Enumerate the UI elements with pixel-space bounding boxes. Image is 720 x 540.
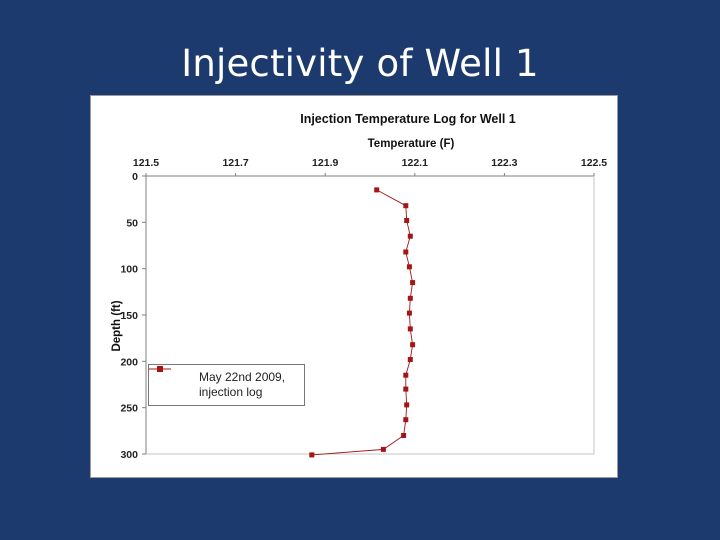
- x-tick-label: 122.5: [581, 157, 607, 169]
- data-point: [403, 249, 409, 255]
- y-tick-label: 250: [120, 403, 138, 415]
- data-point: [380, 446, 386, 452]
- axes: 121.5 121.7 121.9 122.1 122.3 122.5 0 50 100 150 2…: [120, 157, 607, 461]
- data-point: [406, 310, 412, 316]
- data-point: [404, 402, 410, 408]
- y-tick-label: 200: [120, 356, 138, 368]
- temperature-log-chart: Injection Temperature Log for Well 1 Tem…: [111, 112, 607, 461]
- legend-label: May 22nd 2009, injection log: [199, 370, 303, 400]
- data-point: [403, 386, 409, 392]
- legend-label-line2: injection log: [199, 385, 263, 399]
- legend: May 22nd 2009, injection log: [148, 364, 305, 406]
- y-tick-label: 0: [132, 171, 138, 183]
- y-tick-label: 100: [120, 264, 138, 276]
- slide-title: Injectivity of Well 1: [181, 42, 539, 85]
- data-point: [309, 452, 315, 458]
- data-point: [403, 203, 409, 209]
- series-line: [311, 189, 414, 456]
- data-point: [407, 295, 413, 301]
- y-tick-label: 150: [120, 310, 138, 322]
- x-tick-label: 121.9: [312, 157, 338, 169]
- data-point: [407, 326, 413, 332]
- x-tick-label: 122.1: [402, 157, 428, 169]
- data-point: [404, 218, 410, 223]
- series-layer: [309, 187, 416, 458]
- data-point: [410, 342, 416, 348]
- data-point: [410, 280, 416, 286]
- data-point: [407, 233, 413, 239]
- data-point: [407, 357, 413, 362]
- y-axis-title: Depth (ft): [111, 300, 123, 351]
- data-point: [403, 417, 409, 423]
- y-tick-label: 300: [120, 449, 138, 461]
- chart-panel: Injection Temperature Log for Well 1 Tem…: [90, 95, 618, 478]
- legend-label-line1: May 22nd 2009,: [199, 370, 286, 384]
- legend-series-marker: [149, 366, 171, 372]
- data-point: [401, 433, 407, 438]
- chart-title: Injection Temperature Log for Well 1: [300, 112, 516, 126]
- x-tick-label: 121.5: [133, 157, 159, 169]
- x-tick-label: 122.3: [491, 157, 517, 169]
- y-tick-label: 50: [126, 217, 138, 229]
- x-tick-label: 121.7: [222, 157, 248, 169]
- x-axis-title: Temperature (F): [368, 138, 455, 150]
- data-point: [406, 264, 412, 270]
- data-point: [403, 372, 409, 378]
- data-point: [374, 187, 380, 193]
